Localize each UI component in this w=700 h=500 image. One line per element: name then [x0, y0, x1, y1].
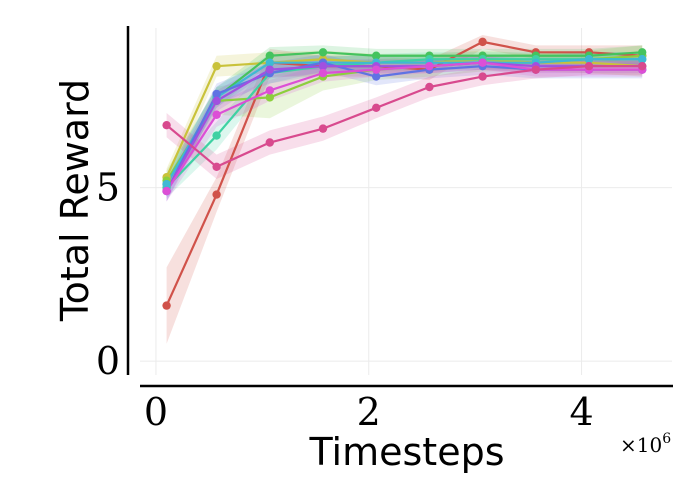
series-2-band	[166, 45, 643, 192]
series-0-point-0	[162, 301, 171, 310]
x-tick-label-1: 2	[357, 390, 381, 434]
series-2-point-2	[265, 93, 275, 102]
series-8-point-5	[425, 61, 434, 71]
series-9-point-0	[162, 120, 171, 130]
series-3-point-4	[372, 51, 381, 60]
grid-lines	[140, 28, 672, 375]
series-9-line	[165, 65, 643, 168]
series-lines	[165, 40, 643, 307]
series-8-point-0	[162, 186, 171, 196]
series-8-point-4	[372, 65, 381, 74]
series-3-point-3	[318, 48, 328, 57]
series-9-point-7	[531, 65, 541, 74]
series-5-point-9	[638, 55, 647, 64]
x-multiplier-exponent: 6	[662, 431, 671, 447]
series-7-line	[165, 61, 643, 192]
series-8-point-6	[478, 58, 487, 67]
series-7-point-2	[265, 65, 275, 74]
series-3-point-9	[638, 48, 647, 57]
series-9-point-2	[265, 138, 275, 147]
tick-labels: 0 2 4 0 5	[96, 166, 594, 434]
series-9-point-3	[318, 124, 328, 133]
x-axis-title: Timesteps	[309, 430, 505, 474]
series-3-line	[165, 51, 643, 185]
series-8-point-3	[318, 68, 328, 78]
series-8-point-1	[212, 110, 221, 119]
y-tick-label-0: 0	[96, 339, 120, 383]
x-tick-label-2: 4	[569, 390, 593, 434]
series-5-point-8	[584, 55, 594, 64]
series-0-point-6	[478, 37, 487, 47]
series-4-line	[165, 58, 643, 189]
series-9-point-1	[212, 162, 221, 171]
series-9-point-4	[372, 103, 381, 113]
series-1-point-1	[212, 61, 221, 71]
series-7-point-3	[318, 61, 328, 71]
series-markers	[162, 37, 647, 310]
x-multiplier-label: ×106	[620, 431, 671, 457]
x-multiplier-base: ×10	[620, 433, 662, 457]
series-9-point-8	[584, 61, 594, 71]
axes	[126, 26, 673, 388]
series-6-point-1	[212, 89, 221, 99]
series-9-point-6	[478, 72, 487, 81]
series-8-line	[165, 61, 643, 192]
series-9-point-5	[425, 82, 434, 92]
series-8-point-2	[265, 86, 275, 95]
x-tick-label-0: 0	[144, 390, 168, 434]
series-5-point-0	[162, 179, 171, 189]
series-9-point-9	[638, 61, 647, 71]
series-5-line	[165, 58, 643, 185]
series-6-point-4	[372, 72, 381, 81]
series-3-point-2	[265, 51, 275, 60]
y-axis-title: Total Reward	[53, 79, 97, 322]
series-9-band	[166, 57, 643, 179]
series-5-point-2	[265, 58, 275, 67]
series-7-point-1	[212, 96, 221, 106]
y-tick-label-1: 5	[96, 166, 120, 210]
series-4-point-1	[212, 131, 221, 140]
series-0-point-1	[212, 190, 221, 199]
